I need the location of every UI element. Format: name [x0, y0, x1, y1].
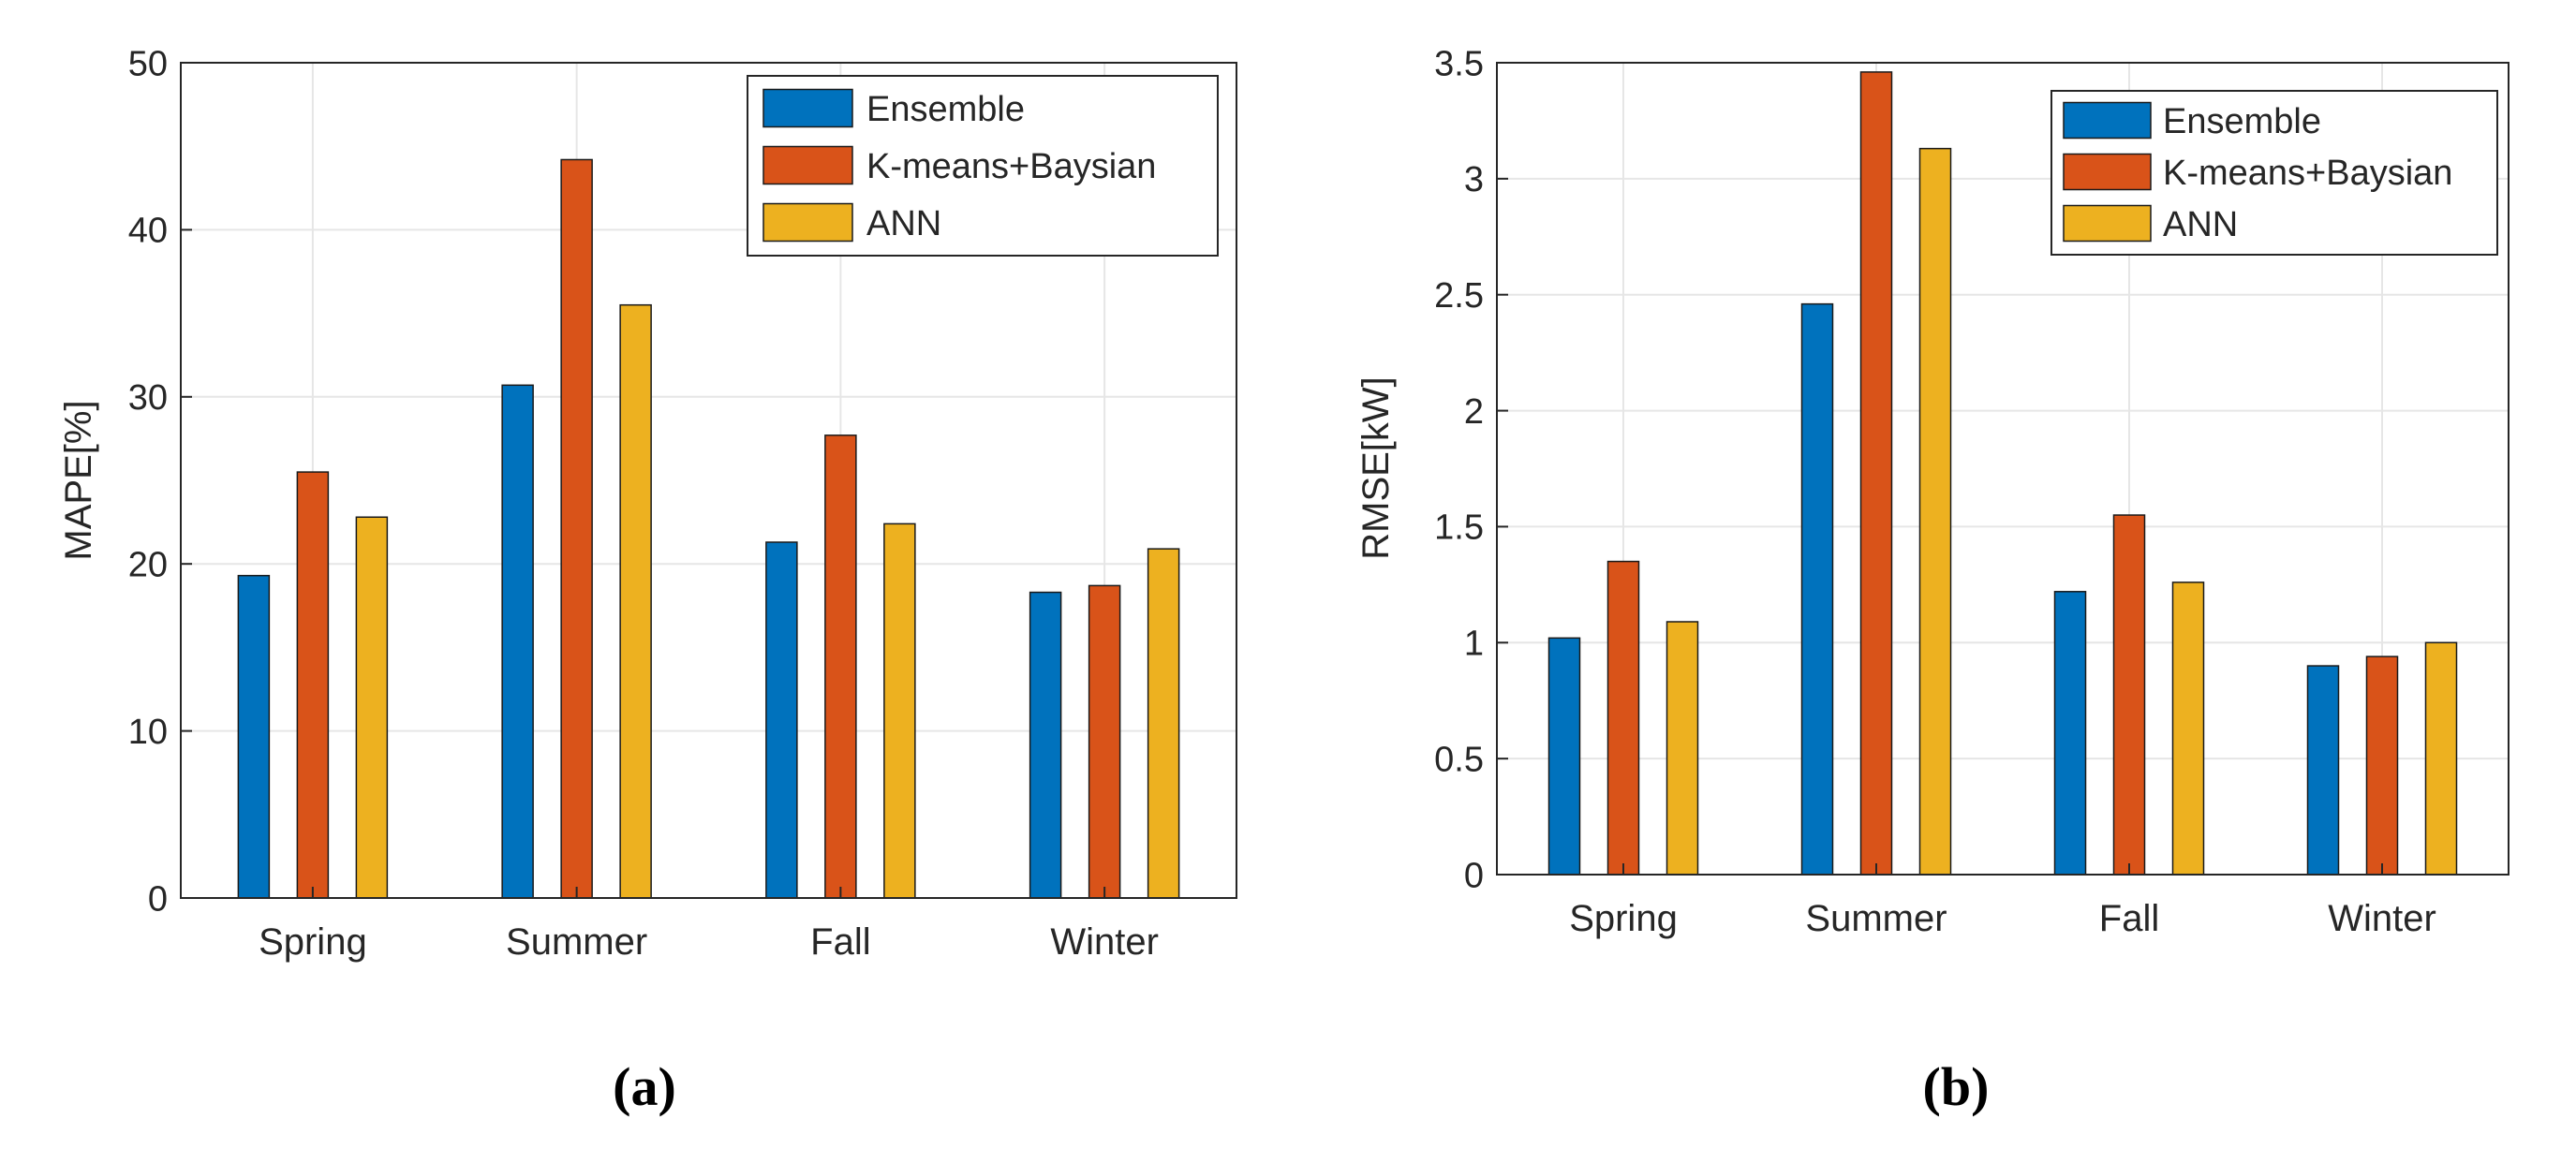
chart-b: 0 0.5 1 1.5 2 2.5 3 3.5 Spring Summer Fall Winter R…: [1355, 44, 2509, 1117]
chart-a-ytick-label: 10: [128, 713, 168, 752]
chart-b-axes-box: [1496, 62, 2509, 876]
chart-b-ytick-label: 1: [1464, 625, 1484, 664]
chart-a-bar-kmeans-winter: [1088, 584, 1121, 899]
chart-b-bar-kmeans-fall: [2112, 514, 2146, 876]
chart-b-ytick-label: 2.5: [1434, 276, 1484, 316]
chart-b-bar-kmeans-spring: [1606, 560, 1640, 876]
chart-a-xtick-label: Fall: [810, 921, 870, 963]
chart-a-panel-label: (a): [613, 1056, 676, 1117]
chart-b-ytick-label: 2: [1464, 392, 1484, 432]
chart-a: 0 10 20 30 40 50 Spring Summer Fall Winter MAPE[%…: [58, 44, 1237, 1117]
chart-a-bar-ensemble-winter: [1029, 591, 1062, 899]
chart-b-ylabel: RMSE[kW]: [1355, 376, 1397, 560]
chart-a-bar-kmeans-summer: [560, 158, 593, 899]
chart-a-legend-label-ann: ANN: [866, 204, 941, 243]
chart-b-legend: Ensemble K-means+Baysian ANN: [2050, 90, 2498, 256]
chart-b-xtick-label: Winter: [2328, 898, 2436, 939]
chart-a-bar-ann-fall: [883, 523, 916, 899]
chart-a-xtick-label: Summer: [506, 921, 647, 963]
chart-a-legend-swatch-ann: [762, 202, 853, 243]
chart-b-bar-ensemble-spring: [1547, 637, 1581, 876]
chart-a-xtick-label: Winter: [1050, 921, 1159, 963]
chart-a-bar-kmeans-fall: [824, 434, 857, 899]
chart-a-axes-box: [180, 62, 1237, 899]
chart-a-ytick-label: 40: [128, 212, 168, 251]
chart-b-bar-ann-winter: [2424, 641, 2458, 876]
chart-b-bars: [1547, 71, 2458, 876]
chart-b-bar-ann-fall: [2171, 582, 2205, 876]
chart-b-ticks: 0 0.5 1 1.5 2 2.5 3 3.5 Spring Summer Fall Winter: [1434, 44, 2436, 939]
chart-b-bar-ann-summer: [1918, 147, 1952, 876]
chart-b-bar-ensemble-fall: [2053, 591, 2087, 876]
chart-a-legend-swatch-kmeans: [762, 145, 853, 185]
chart-b-ytick-label: 1.5: [1434, 508, 1484, 548]
chart-b-legend-label-kmeans: K-means+Baysian: [2163, 154, 2452, 193]
chart-a-bars: [237, 158, 1180, 899]
chart-b-bar-ensemble-summer: [1800, 302, 1834, 876]
chart-b-legend-label-ann: ANN: [2163, 205, 2238, 244]
chart-b-xtick-label: Summer: [1805, 898, 1947, 939]
chart-a-bar-ensemble-spring: [237, 574, 271, 899]
chart-b-xtick-label: Fall: [2099, 898, 2159, 939]
chart-b-legend-swatch-ann: [2063, 204, 2152, 243]
chart-b-panel-label: (b): [1923, 1056, 1990, 1117]
chart-b-bar-ann-spring: [1666, 621, 1699, 876]
chart-a-ylabel: MAPE[%]: [58, 400, 99, 560]
chart-a-legend-label-kmeans: K-means+Baysian: [866, 147, 1156, 186]
chart-b-bar-kmeans-summer: [1859, 71, 1893, 876]
chart-a-ytick-label: 30: [128, 378, 168, 418]
chart-b-legend-swatch-kmeans: [2063, 153, 2152, 191]
chart-b-bar-ensemble-winter: [2306, 665, 2340, 876]
chart-a-xtick-label: Spring: [259, 921, 367, 963]
chart-a-bar-ensemble-summer: [501, 384, 534, 899]
chart-a-ytick-label: 20: [128, 546, 168, 585]
chart-a-legend: Ensemble K-means+Baysian ANN: [747, 75, 1219, 257]
chart-b-ytick-label: 0.5: [1434, 740, 1484, 779]
chart-b-legend-label-ensemble: Ensemble: [2163, 102, 2321, 141]
chart-a-ticks: 0 10 20 30 40 50 Spring Summer Fall Winter: [128, 44, 1159, 963]
chart-a-legend-label-ensemble: Ensemble: [866, 90, 1025, 129]
chart-b-ytick-label: 3: [1464, 160, 1484, 199]
chart-a-legend-swatch-ensemble: [762, 88, 853, 128]
chart-a-bar-ann-spring: [355, 516, 389, 899]
chart-a-bar-ann-summer: [619, 303, 652, 899]
chart-a-ytick-label: 0: [148, 879, 168, 919]
chart-b-legend-swatch-ensemble: [2063, 101, 2152, 140]
chart-b-bar-kmeans-winter: [2365, 655, 2399, 876]
chart-b-xtick-label: Spring: [1569, 898, 1678, 939]
chart-a-bar-ann-winter: [1147, 548, 1180, 899]
chart-b-ytick-label: 3.5: [1434, 44, 1484, 83]
chart-b-ytick-label: 0: [1464, 856, 1484, 895]
chart-a-bar-kmeans-spring: [296, 471, 330, 899]
chart-a-ytick-label: 50: [128, 44, 168, 83]
chart-a-bar-ensemble-fall: [765, 541, 798, 899]
